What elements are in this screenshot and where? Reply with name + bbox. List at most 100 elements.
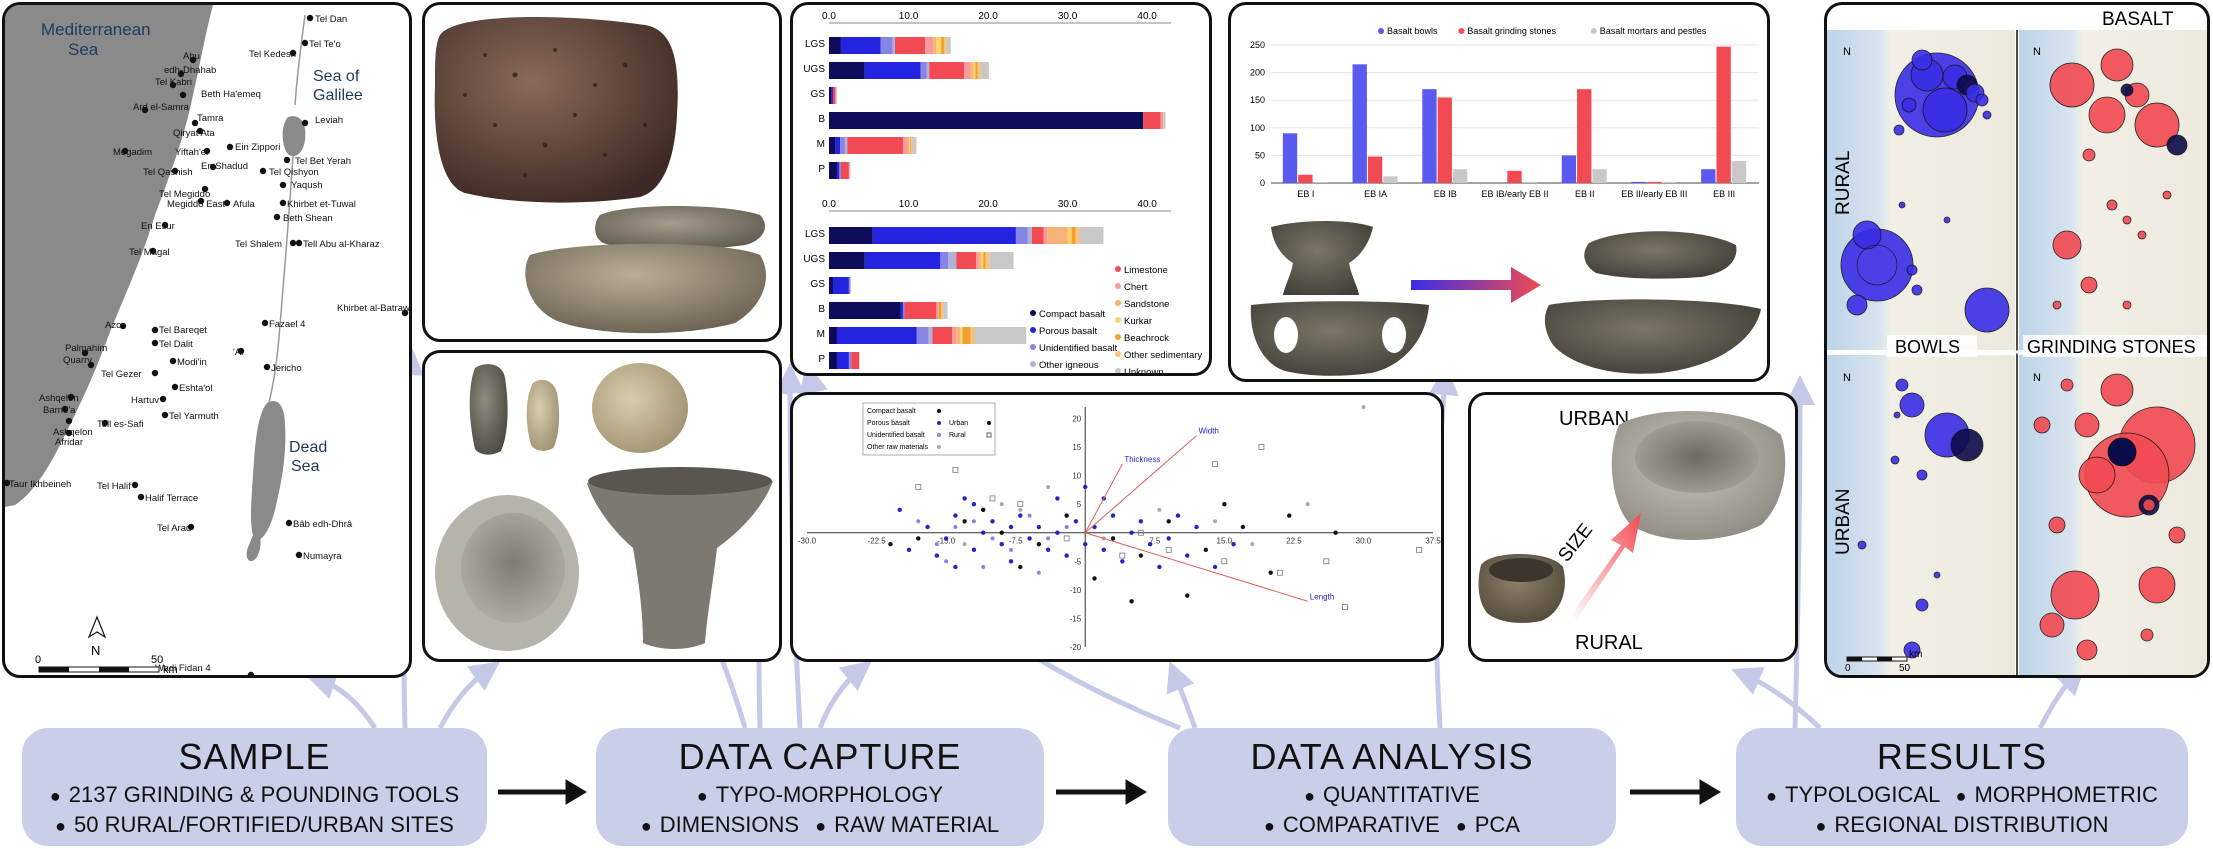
pca-point-porous: [1073, 519, 1079, 524]
rural-bowl-bubble: [1893, 124, 1905, 136]
site-dot: [151, 339, 159, 347]
legend-label: Chert: [1124, 282, 1148, 293]
temporal-bars-svg: 0 50 100 150 200 250 EB I EB IA EB IB EB IB/early…: [1250, 26, 1759, 199]
site-dot: [189, 56, 197, 64]
bar-segment: [829, 137, 836, 154]
pca-point-urban: [1221, 558, 1228, 565]
grinding-label-bg: [2023, 335, 2207, 357]
site-label: Qiryat Ata: [173, 128, 215, 139]
bar-segment: [1075, 227, 1080, 244]
pca-point-other: [1250, 542, 1255, 547]
bar-segment: [829, 227, 873, 244]
pca-legend-marker: [987, 421, 991, 425]
size-illustration: URBAN SIZE RURAL: [1478, 408, 1786, 654]
arrow-results-size: [1784, 375, 1815, 729]
x-tick-label: 30.0: [1058, 199, 1078, 210]
bar-segment: [836, 327, 917, 344]
temporal-bar: [1507, 170, 1522, 183]
x-category-label: EB IB: [1434, 189, 1457, 199]
pca-point-porous: [1194, 524, 1199, 530]
category-label: LGS: [805, 229, 825, 240]
bar-segment: [872, 227, 1016, 244]
pca-legend-label: Unidentified basalt: [867, 432, 925, 439]
temporal-legend-label: Basalt bowls: [1387, 26, 1438, 36]
temporal-bar: [1367, 156, 1383, 183]
legend-marker: [1115, 368, 1121, 373]
pca-point-compact: [1110, 536, 1116, 541]
urban-bowl-bubble: [1857, 540, 1867, 550]
legend-marker: [1115, 351, 1121, 357]
site-dot: [401, 309, 409, 317]
pca-point-unidentified: [1009, 547, 1014, 552]
legend-marker: [1030, 327, 1036, 333]
handle-hole-1: [1274, 317, 1298, 353]
pca-point-porous: [971, 501, 977, 507]
slab-pores: [463, 48, 647, 177]
pedestal-bowl: [587, 473, 773, 649]
bar-segment: [916, 327, 929, 344]
y-tick-label: 150: [1250, 95, 1265, 105]
category-label: B: [818, 304, 825, 315]
rural-grinding-bubble: [2100, 48, 2134, 82]
pca-point-compact: [1064, 513, 1069, 518]
bar-segment: [910, 137, 913, 154]
site-label: Jericho: [271, 363, 302, 374]
raw-material-chart-panel: 0.0 10.0 20.0 30.0 40.0 LGS UGS GS B M P 0.0 10.0 20.…: [790, 2, 1212, 376]
site-dot: [65, 429, 73, 437]
sea-label-1: Mediterranean: [41, 20, 151, 39]
urban-grinding-bubble: [2140, 628, 2154, 642]
scale-start: 0: [35, 654, 41, 666]
handle-hole-2: [1382, 317, 1406, 353]
temporal-legend-marker: [1458, 28, 1465, 34]
bar-segment: [1027, 227, 1032, 244]
north-label-2: N: [2033, 46, 2041, 58]
pca-point-urban: [1212, 461, 1218, 468]
arrow-sample-objects: [437, 661, 501, 730]
site-dot: [301, 119, 309, 127]
site-dot: [237, 347, 245, 355]
temporal-legend-label: Basalt mortars and pestles: [1600, 26, 1707, 36]
arrow-sample-map: [305, 670, 378, 730]
rural-bowl-bubble: [1846, 294, 1868, 316]
legend-label: Sandstone: [1124, 299, 1169, 310]
urban-label: URBAN: [1559, 408, 1629, 430]
bar-segment: [912, 137, 917, 154]
handled-bowl: [1250, 301, 1429, 376]
bar-segment: [847, 137, 903, 154]
bar-segment: [980, 62, 989, 79]
urban-grinding-bubble: [2076, 639, 2098, 661]
site-label: Halif Terrace: [145, 493, 198, 504]
urban-grinding-bubble: [2142, 498, 2156, 512]
category-label: LGS: [805, 39, 825, 50]
pca-point-porous: [1008, 524, 1014, 530]
size-panel: URBAN SIZE RURAL: [1468, 392, 1798, 662]
site-label: Yaqush: [291, 180, 323, 191]
temporal-bar: [1383, 176, 1398, 183]
site-label: Wadi Fidan 4: [155, 663, 211, 674]
pca-loading-label: Thickness: [1124, 455, 1160, 464]
bar-segment: [925, 37, 934, 54]
large-mortar-hollow: [1635, 421, 1759, 493]
site-label: Modi'in: [177, 357, 207, 368]
pca-point-unidentified: [1027, 513, 1032, 518]
pca-point-compact: [888, 541, 893, 547]
pca-panel: -30.0 -22.5 -15.0 -7.5 7.5 15.0 22.5 30.0 37.5 20…: [790, 392, 1444, 662]
stage-capture-title: DATA CAPTURE: [678, 736, 962, 777]
pca-legend-marker: [937, 433, 941, 437]
rural-bowl-bubble: [1856, 244, 1898, 286]
bar-segment: [985, 252, 990, 269]
pca-point-compact: [1092, 576, 1097, 581]
urban-grinding-bubble: [2138, 566, 2176, 604]
site-dot: [151, 369, 159, 377]
pca-x-tick: 37.5: [1425, 537, 1441, 546]
pca-point-compact: [1138, 553, 1144, 558]
site-dot: [171, 167, 179, 175]
pca-point-other: [1361, 405, 1366, 409]
x-tick-label: 20.0: [978, 11, 998, 22]
pca-point-unidentified: [1046, 536, 1051, 541]
pca-point-porous: [962, 496, 967, 501]
category-label: M: [817, 139, 825, 150]
category-label: P: [818, 354, 825, 365]
site-dot: [149, 247, 157, 255]
galilee-label-2: Galilee: [313, 87, 363, 104]
